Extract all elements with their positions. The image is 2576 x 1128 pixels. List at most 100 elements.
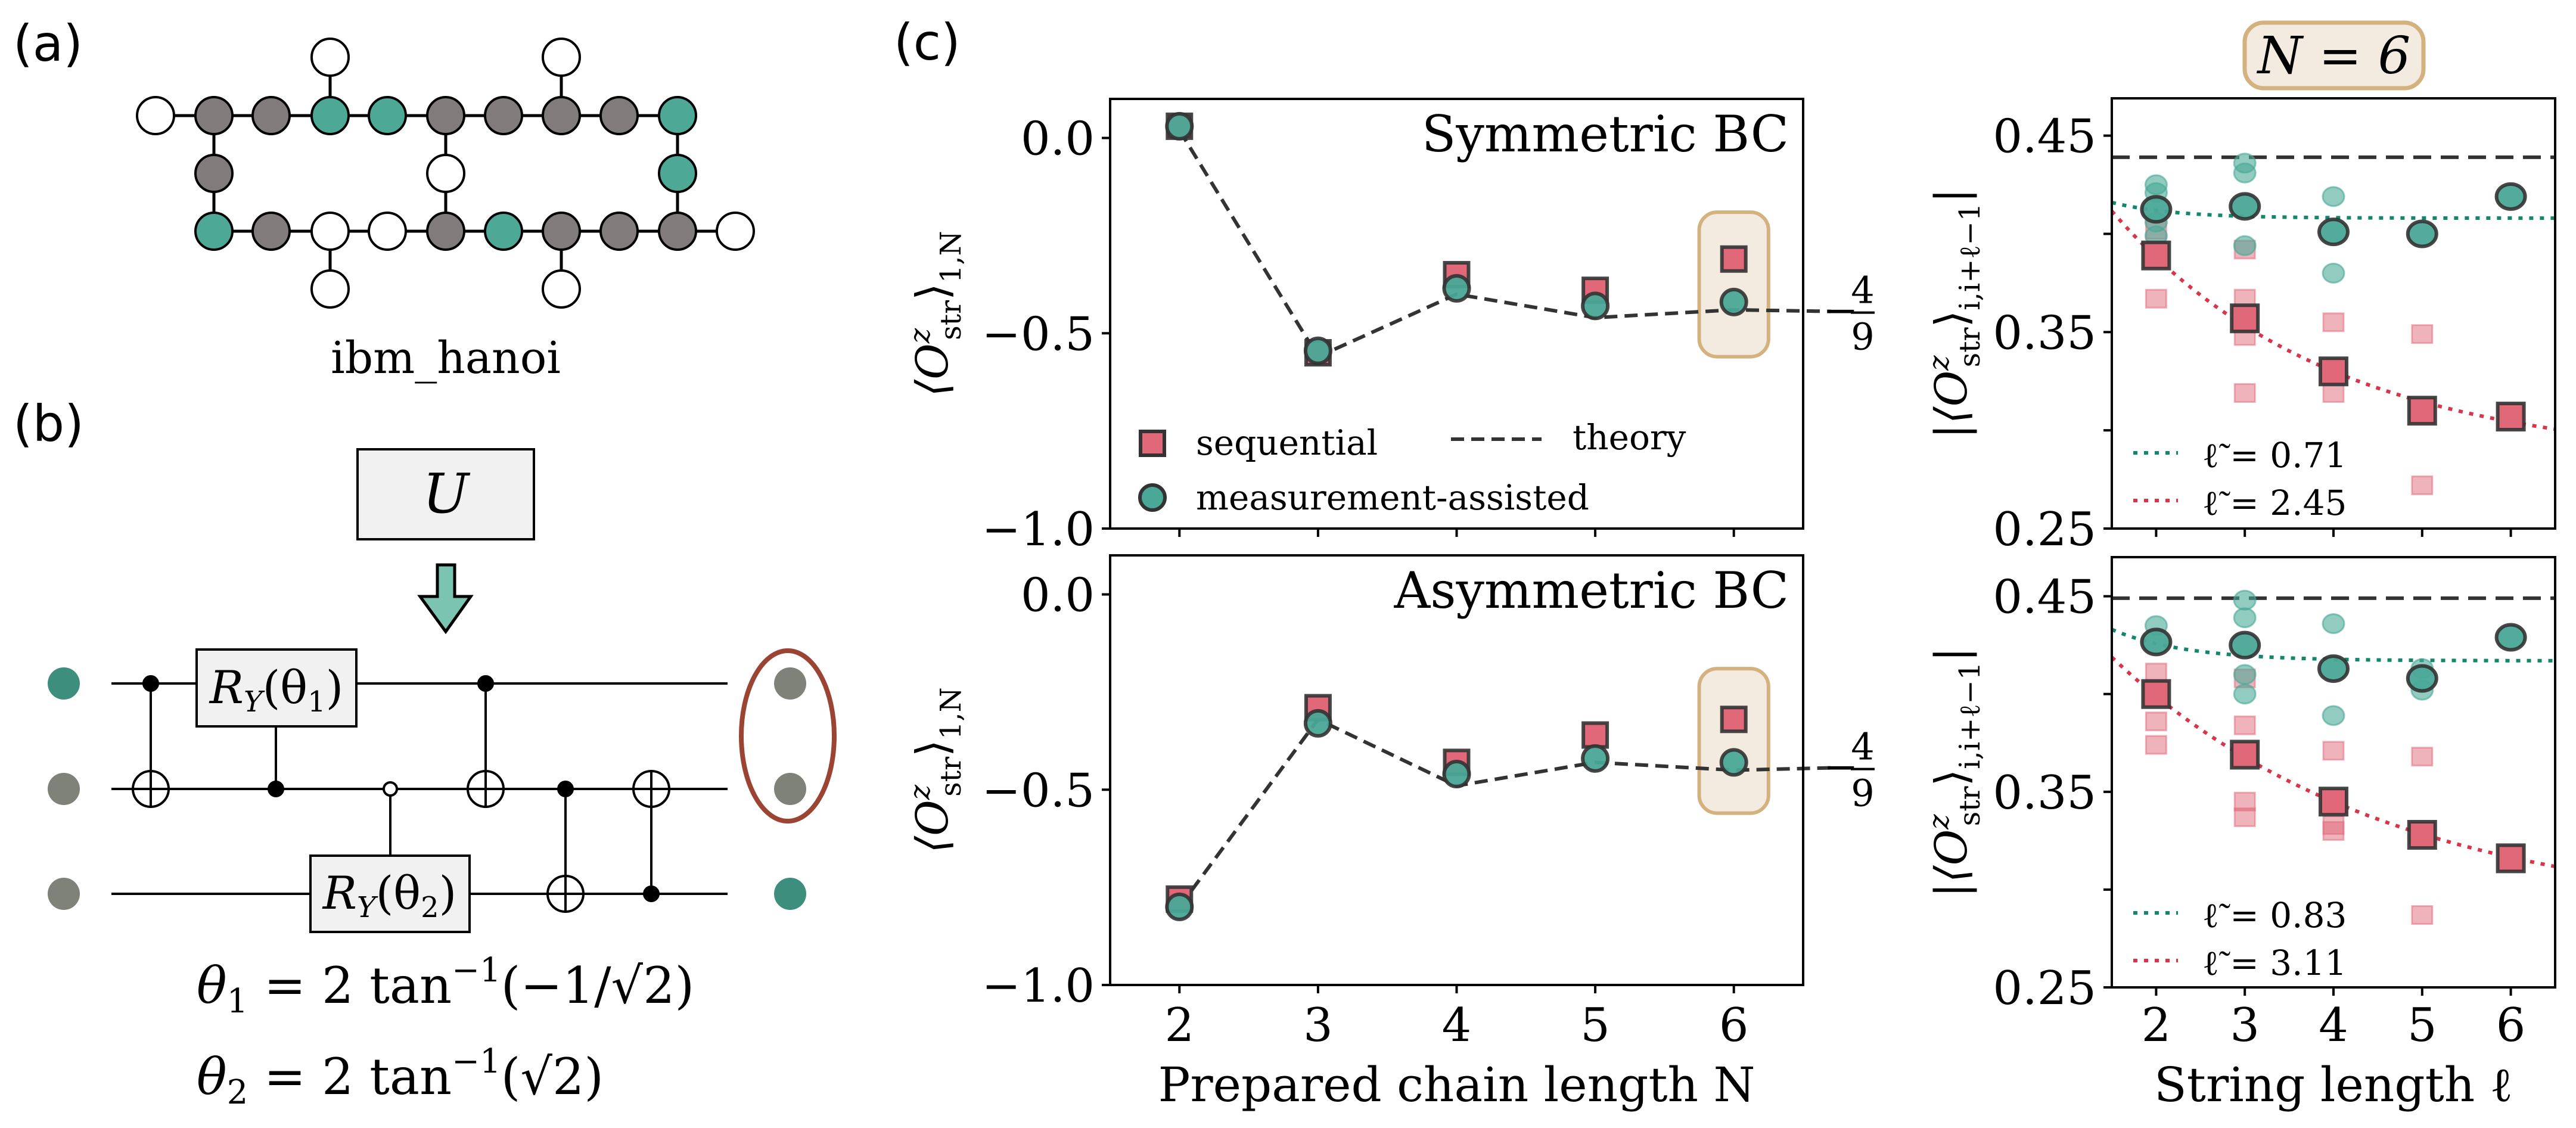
individual-sequential-point [2411, 905, 2434, 925]
ry-theta2-gate [309, 854, 471, 933]
qubit-node [426, 96, 465, 135]
asymptote-denominator: 9 [1851, 315, 1874, 359]
qubit-node [136, 96, 175, 135]
y-label-part: | [1926, 188, 1977, 203]
fit-curve [2110, 655, 2556, 869]
individual-sequential-point [2322, 741, 2345, 761]
panel-title: Asymmetric BC [1394, 561, 1789, 620]
y-label-part: z [903, 328, 937, 344]
sequential-point [1581, 721, 1609, 749]
legend-sequential-marker [1139, 430, 1166, 457]
sequential-point [2496, 402, 2526, 432]
individual-sequential-point [2145, 663, 2167, 683]
n6-highlight-box [1697, 667, 1770, 815]
qubit-node [251, 212, 291, 251]
qubit-dots [48, 667, 806, 910]
y-axis-label: |⟨Ozstr⟩i,i+ℓ−1| [1922, 647, 1987, 897]
legend-fit-label: ℓ̃ = 3.11 [2202, 943, 2347, 983]
qubit-node [251, 96, 291, 135]
individual-measurement-point [2322, 613, 2345, 635]
y-label-part: str [934, 300, 968, 340]
chart-r_top: 0.45 0.35 0.25 |⟨Ozstr⟩i,i+ℓ−1| ℓ̃ = 0.71 ℓ̃ … [1922, 97, 2556, 557]
measurement-point [2317, 217, 2350, 247]
y-label-part: i,i+ℓ−1 [1953, 203, 1987, 310]
qubit-node [484, 212, 523, 251]
qubit-node [658, 212, 697, 251]
y-tick-label: 0.35 [1993, 306, 2096, 360]
input-qubit-dot [48, 667, 80, 700]
qubit-node [426, 154, 465, 193]
legend-fit-label: ℓ̃ = 2.45 [2202, 483, 2347, 523]
legend-fit-label: ℓ̃ = 0.83 [2202, 895, 2347, 936]
y-label-part: z [1922, 355, 1956, 371]
individual-sequential-point [2411, 475, 2434, 495]
measurement-point [1719, 287, 1748, 316]
n6-title-box [2242, 20, 2426, 91]
qubit-node [599, 96, 639, 135]
measurement-point [1303, 336, 1332, 365]
measurement-point [2406, 664, 2438, 693]
x-axis-label: Prepared chain length N [1158, 1057, 1755, 1113]
y-axis-label: ⟨Ozstr⟩1,N [903, 231, 968, 396]
qubit-node [426, 212, 465, 251]
x-tick-label: 6 [2496, 999, 2526, 1052]
measurement-point [2317, 654, 2350, 683]
qubit-node [716, 212, 755, 251]
x-tick-label: 5 [2407, 999, 2437, 1052]
y-label-part: 1,N [934, 687, 968, 739]
y-tick-label: 0.0 [1021, 569, 1095, 623]
y-tick-label: 0.25 [1993, 503, 2096, 557]
theory-line [1177, 717, 1831, 908]
y-label-part: ⟩ [907, 739, 958, 757]
sequential-point [2319, 356, 2348, 387]
asymptote-sign: − [1823, 286, 1859, 335]
qubit-node [542, 212, 581, 251]
qubit-node [599, 212, 639, 251]
chart-r_bottom: 2 3 4 5 6 0.45 0.35 0.25 String length ℓ |⟨Ozstr⟩… [1922, 556, 2556, 1113]
y-label-part: ⟩ [1926, 769, 1977, 787]
unitary-box [356, 448, 535, 540]
measurement-point [2140, 627, 2173, 657]
measurement-point [1442, 274, 1471, 303]
y-tick-label: 0.45 [1993, 571, 2096, 624]
y-label-part: | [1926, 647, 1977, 662]
qubit-node [368, 96, 407, 135]
qubit-node [542, 269, 581, 309]
y-label-part: ⟨O [907, 800, 958, 853]
y-label-part: str [1953, 787, 1987, 826]
panel-label-c: (c) [894, 13, 961, 72]
qubit-node [310, 269, 350, 309]
y-axis-label: ⟨Ozstr⟩1,N [903, 687, 968, 853]
individual-measurement-point [2233, 162, 2257, 184]
panel-label-b: (b) [13, 394, 84, 453]
sequential-point [2141, 240, 2171, 271]
asymptote-numerator: 4 [1851, 725, 1874, 769]
x-tick-label: 3 [1303, 999, 1333, 1052]
measurement-point [1581, 291, 1610, 321]
y-label-part: |⟨O [1926, 829, 1977, 897]
panel-label-a: (a) [13, 14, 83, 73]
sequential-point [2407, 820, 2437, 850]
asymptote-denominator: 9 [1851, 772, 1874, 815]
qubit-node [368, 212, 407, 251]
y-tick-label: 0.45 [1993, 110, 2096, 164]
y-label-part: str [1953, 328, 1987, 368]
y-tick-label: −0.5 [982, 307, 1095, 361]
qubit-node [542, 96, 581, 135]
sequential-point [2496, 843, 2526, 874]
individual-sequential-point [2411, 747, 2434, 767]
legend-sequential-label: sequential [1196, 422, 1378, 463]
measurement-point [1303, 709, 1332, 738]
chart-c_bottom: 2 3 4 5 6 0.0 −0.5 −1.0 Asymmetric BC Prepared ch… [903, 554, 1875, 1113]
y-label-part: z [1922, 814, 1956, 830]
sequential-point [2230, 303, 2260, 334]
measurement-point [1581, 744, 1610, 773]
input-qubit-dot [48, 878, 80, 910]
sequential-point [2319, 787, 2348, 817]
n6-highlight-box [1697, 210, 1770, 359]
ry-theta2-label: RY(θ2) [322, 866, 457, 924]
circuit-diagram: U RY(θ1) RY(θ2) [48, 448, 837, 1112]
qubit-node [194, 154, 234, 193]
individual-measurement-point [2322, 186, 2345, 207]
y-label-part: |⟨O [1926, 371, 1977, 439]
